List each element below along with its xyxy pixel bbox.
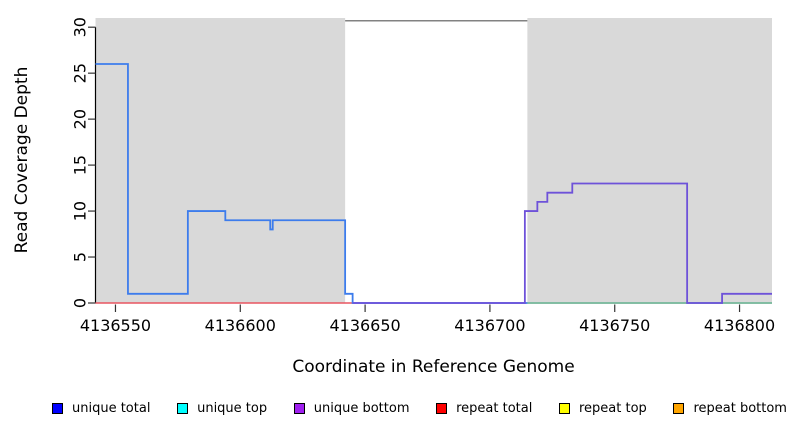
- y-tick-label: 10: [71, 201, 90, 221]
- unique-total-swatch-icon: [52, 402, 63, 414]
- legend-item-unique-top: unique top: [177, 401, 267, 416]
- legend-item-repeat-top: repeat top: [559, 401, 647, 416]
- legend-item-unique-total: unique total: [52, 401, 150, 416]
- repeat-bottom-swatch-icon: [673, 402, 685, 414]
- series-unique-bottom: [352, 182, 772, 304]
- unique-top-swatch-icon: [177, 402, 189, 414]
- legend: unique total unique top unique bottom re…: [52, 399, 787, 417]
- legend-label: repeat total: [456, 400, 533, 416]
- legend-label: unique total: [72, 400, 151, 416]
- legend-item-repeat-bottom: repeat bottom: [673, 401, 787, 416]
- y-tick-label: 0: [71, 298, 90, 308]
- x-tick-label: 4136700: [454, 316, 525, 335]
- x-axis-title: Coordinate in Reference Genome: [292, 357, 575, 377]
- x-tick-label: 4136750: [579, 316, 650, 335]
- unique-bottom-swatch-icon: [293, 402, 305, 414]
- region-block: [527, 18, 772, 303]
- legend-label: unique bottom: [313, 400, 410, 416]
- y-tick-label: 15: [71, 155, 90, 175]
- region-block: [95, 18, 346, 303]
- legend-label: repeat bottom: [693, 400, 787, 416]
- repeat-top-swatch-icon: [559, 402, 570, 414]
- y-tick-label: 20: [71, 109, 90, 129]
- repeat-total-swatch-icon: [436, 402, 448, 414]
- x-tick-label: 4136650: [329, 316, 400, 335]
- y-tick-label: 30: [71, 17, 90, 37]
- legend-item-unique-bottom: unique bottom: [293, 400, 410, 416]
- legend-item-repeat-total: repeat total: [436, 401, 532, 416]
- legend-label: repeat top: [579, 400, 647, 416]
- x-tick-label: 4136550: [80, 316, 151, 335]
- y-tick-label: 5: [71, 252, 90, 262]
- y-tick-label: 25: [71, 63, 90, 83]
- x-tick-label: 4136800: [704, 316, 775, 335]
- legend-label: unique top: [197, 400, 268, 416]
- y-axis-title: Read Coverage Depth: [12, 66, 32, 254]
- series-unique-total: [95, 63, 772, 304]
- x-tick-label: 4136600: [205, 316, 276, 335]
